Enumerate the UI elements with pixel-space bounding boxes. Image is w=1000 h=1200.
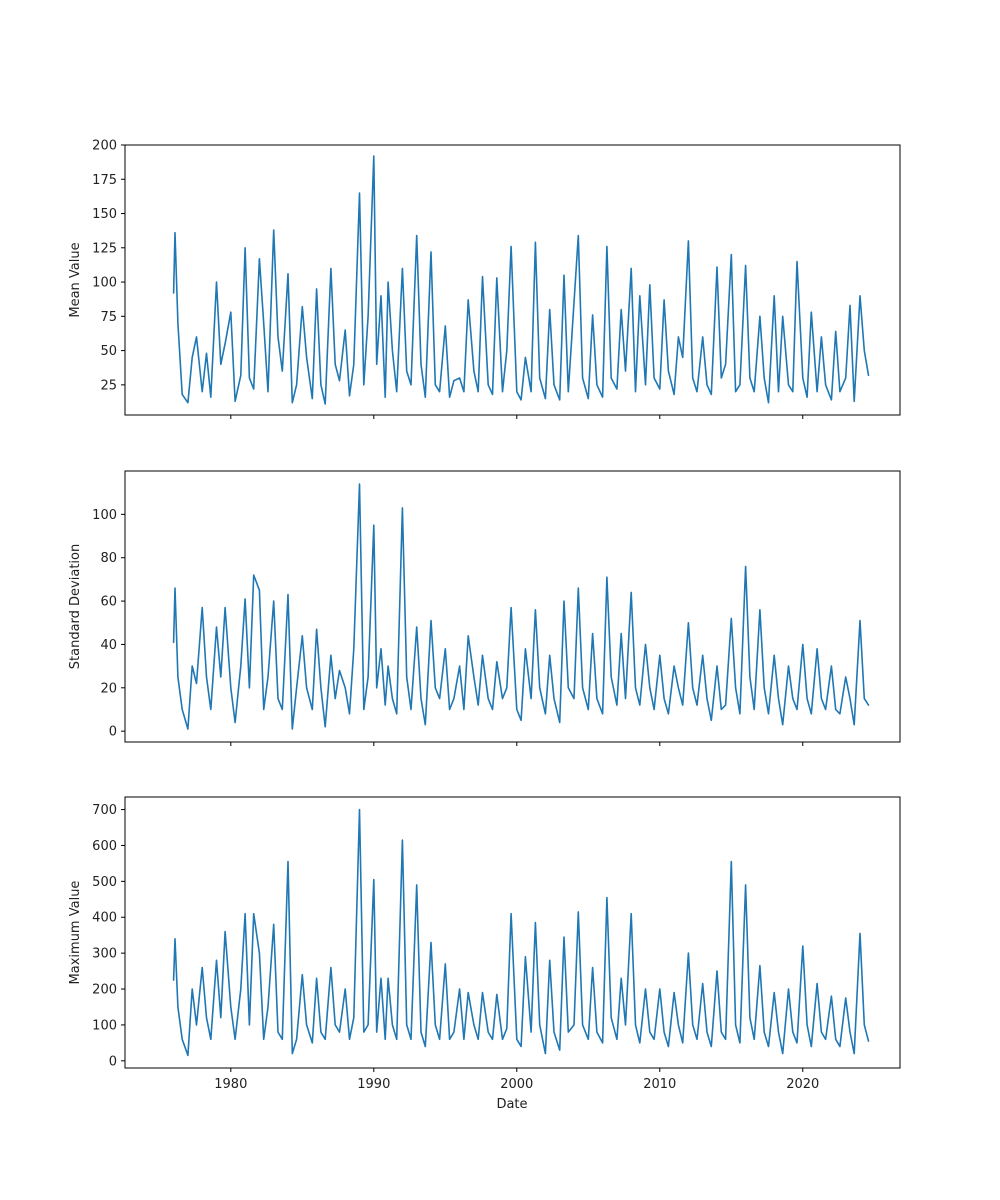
y-tick-label: 700 [92, 803, 117, 818]
y-tick-label: 100 [92, 276, 117, 291]
y-tick-label: 300 [92, 947, 117, 962]
x-tick-label: 1980 [214, 1077, 247, 1092]
y-tick-label: 600 [92, 839, 117, 854]
series-line [172, 483, 870, 730]
y-tick-label: 25 [100, 378, 117, 393]
y-tick-label: 100 [92, 1018, 117, 1033]
subplot-mean-value: 25 50 75 100 125 150 175 200 Mean Value [68, 139, 901, 419]
y-tick-label: 40 [100, 638, 117, 653]
subplot-standard-deviation: 0 20 40 60 80 100 Standard Deviation [68, 470, 901, 746]
y-tick-label: 200 [92, 139, 117, 154]
y-axis-label: Mean Value [68, 242, 83, 317]
y-tick-label: 0 [109, 1054, 117, 1069]
y-tick-label: 75 [100, 310, 117, 325]
y-axis-label: Standard Deviation [68, 544, 83, 669]
y-tick-label: 200 [92, 983, 117, 998]
y-tick-label: 20 [100, 681, 117, 696]
y-tick-label: 50 [100, 344, 117, 359]
x-tick-label: 2000 [500, 1077, 533, 1092]
y-tick-label: 500 [92, 875, 117, 890]
y-tick-label: 0 [109, 725, 117, 740]
y-tick-label: 400 [92, 911, 117, 926]
axes-frame [124, 144, 901, 416]
x-axis-label: Date [496, 1097, 527, 1112]
x-tick-label: 1990 [357, 1077, 390, 1092]
axes-frame [124, 470, 901, 743]
y-axis-label: Maximum Value [68, 881, 83, 985]
y-tick-label: 150 [92, 207, 117, 222]
y-tick-label: 80 [100, 551, 117, 566]
series-line [172, 155, 870, 405]
axes-frame [124, 796, 901, 1069]
y-tick-label: 60 [100, 595, 117, 610]
x-tick-label: 2010 [643, 1077, 676, 1092]
y-tick-label: 175 [92, 173, 117, 188]
y-tick-label: 100 [92, 508, 117, 523]
series-line [172, 808, 870, 1057]
x-tick-label: 2020 [786, 1077, 819, 1092]
subplot-maximum-value: 0 100 200 300 400 500 600 700 1980 1990 2000 2010 20… [68, 796, 901, 1092]
y-tick-label: 125 [92, 241, 117, 256]
